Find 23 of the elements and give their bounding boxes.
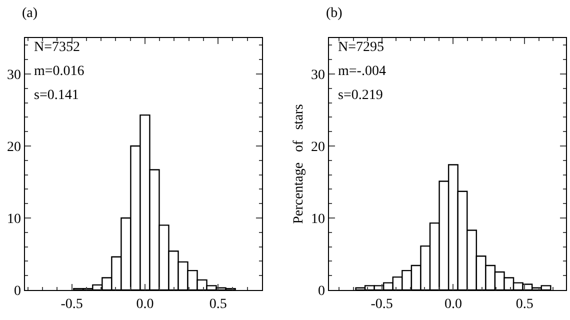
annotation: m=0.016 bbox=[34, 64, 84, 79]
annotation: m=-.004 bbox=[338, 64, 386, 79]
y-tick-label: 20 bbox=[311, 140, 325, 155]
annotation: s=0.141 bbox=[34, 88, 79, 103]
y-tick-label: 10 bbox=[7, 212, 21, 227]
y-tick-label: 30 bbox=[311, 68, 325, 83]
y-tick-label: 10 bbox=[311, 212, 325, 227]
x-tick-label: 0.0 bbox=[136, 297, 154, 312]
x-tick-label: 0.5 bbox=[516, 297, 534, 312]
text: (b) bbox=[326, 6, 343, 21]
y-tick-label: 20 bbox=[7, 140, 21, 155]
y-tick-label: 0 bbox=[14, 284, 21, 299]
y-tick-label: 30 bbox=[7, 68, 21, 83]
y-tick-label: 0 bbox=[318, 284, 325, 299]
text: (a) bbox=[22, 6, 38, 21]
y-axis-title: Percentage of stars bbox=[292, 104, 307, 224]
x-tick-label: -0.5 bbox=[370, 297, 393, 312]
annotation: N=7295 bbox=[338, 40, 384, 55]
x-tick-label: 0.0 bbox=[444, 297, 462, 312]
x-tick-label: 0.5 bbox=[209, 297, 227, 312]
x-tick-label: -0.5 bbox=[60, 297, 83, 312]
annotation: s=0.219 bbox=[338, 88, 383, 103]
annotation: N=7352 bbox=[34, 40, 80, 55]
